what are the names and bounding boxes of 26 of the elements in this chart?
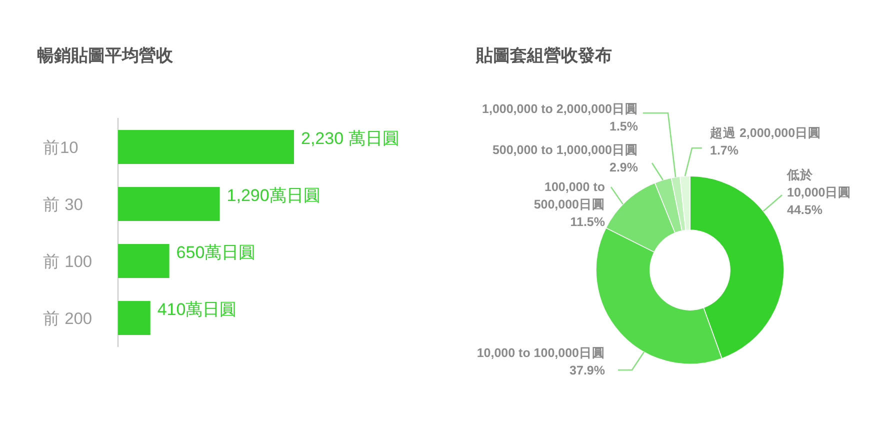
data-label: 1.5% [610, 120, 638, 134]
slice-label: 低於 10,000日圓 [786, 167, 852, 200]
data-label: 410萬日圓 [157, 300, 237, 319]
slice-label: 100,000 to 500,000日圓 [534, 180, 606, 212]
chart-title: 貼圖套組營收發布 [475, 46, 612, 65]
bar [118, 301, 150, 335]
bar [118, 187, 220, 221]
y-tick-label: 前 30 [43, 196, 83, 214]
data-label: 1.7% [710, 144, 738, 158]
slice-label: 超過 2,000,000日圓 [709, 126, 822, 140]
data-label: 650萬日圓 [176, 243, 256, 262]
data-label: 1,290萬日圓 [226, 186, 320, 205]
data-label: 11.5% [570, 215, 605, 229]
chart-title: 暢銷貼圖平均營收 [37, 46, 174, 65]
data-label: 37.9% [570, 364, 605, 378]
y-tick-label: 前 200 [43, 310, 92, 328]
y-tick-label: 前10 [43, 139, 78, 157]
slice-label: 1,000,000 to 2,000,000日圓 [482, 102, 638, 116]
slice-label: 500,000 to 1,000,000日圓 [492, 143, 638, 157]
slice-label: 10,000 to 100,000日圓 [476, 346, 605, 360]
data-label: 2.9% [610, 160, 638, 174]
bar [118, 130, 294, 164]
data-label: 2,230 萬日圓 [301, 129, 400, 148]
data-label: 44.5% [787, 203, 822, 217]
y-tick-label: 前 100 [43, 253, 92, 271]
bar [118, 244, 170, 278]
